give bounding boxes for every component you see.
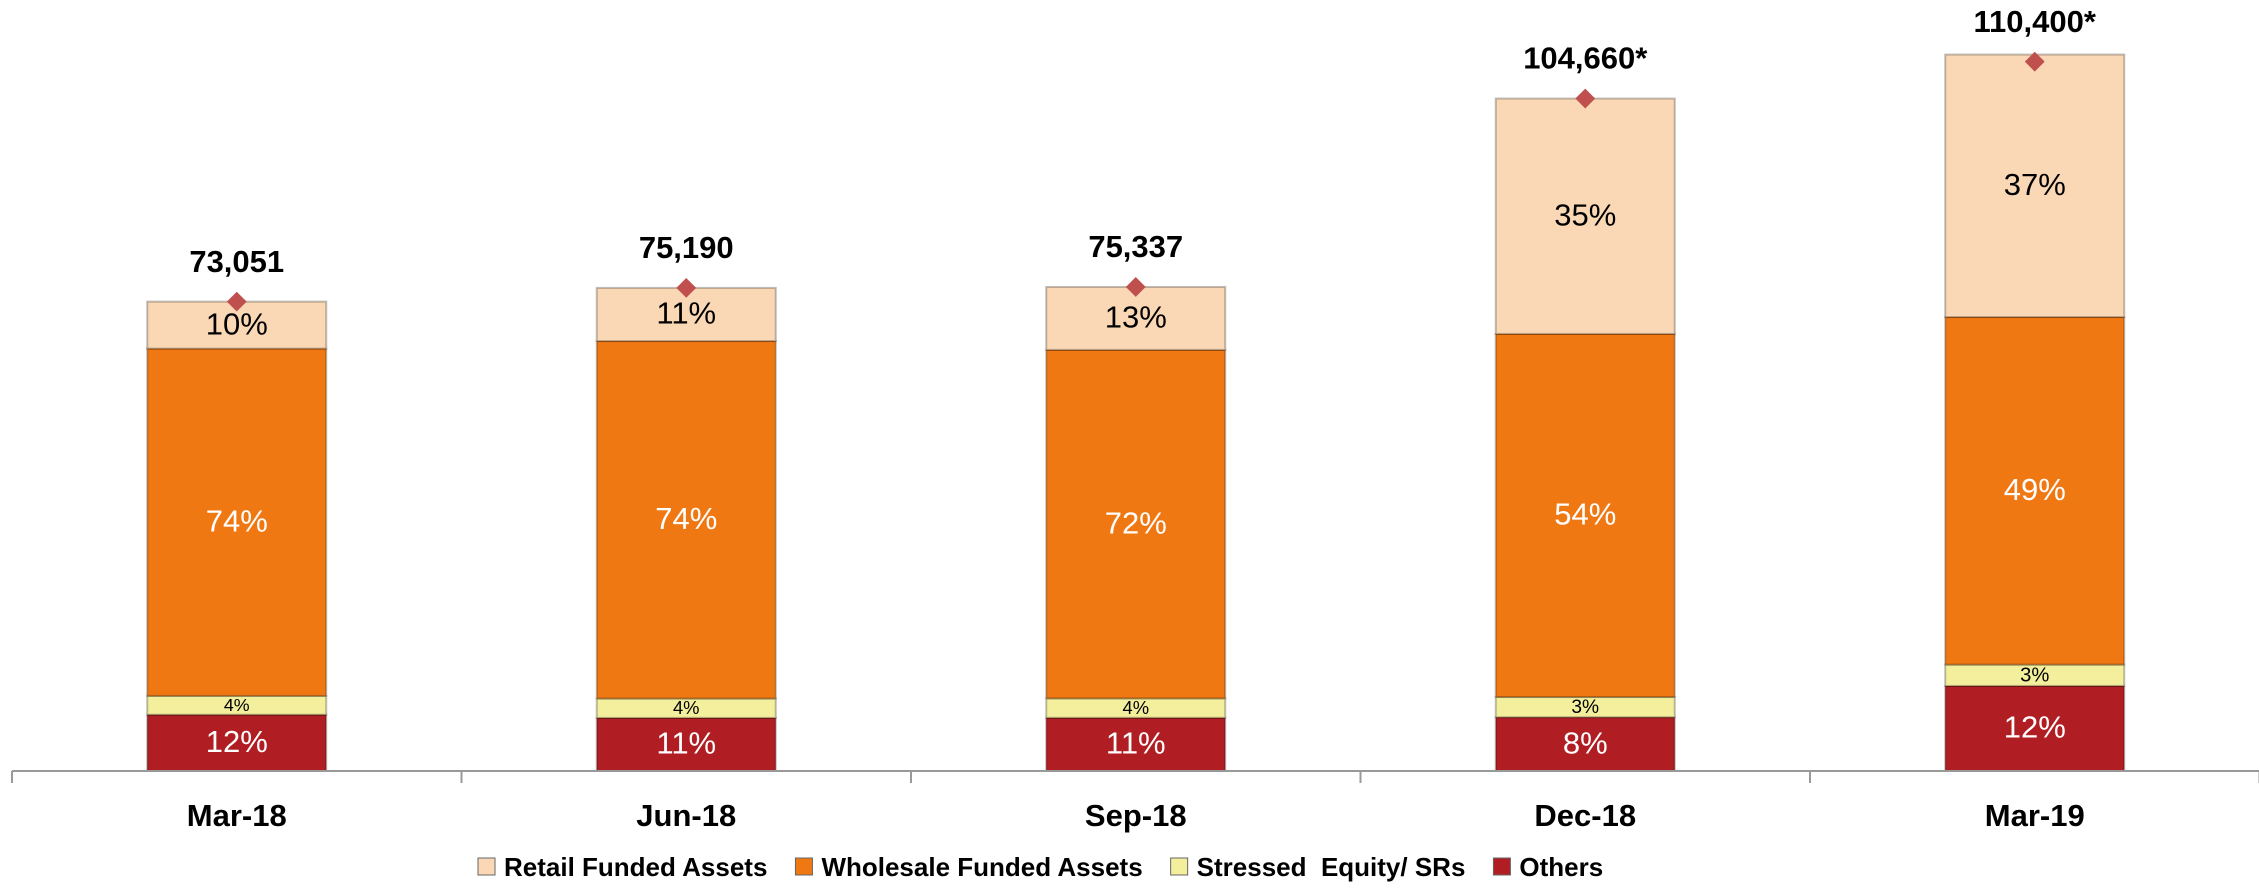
bar-segment xyxy=(1494,97,1676,335)
total-label: 104,660* xyxy=(1523,41,1648,76)
segment-label: 54% xyxy=(1554,497,1616,532)
segment-label: 8% xyxy=(1563,725,1608,760)
segment-label: 4% xyxy=(673,697,700,718)
total-label: 110,400* xyxy=(1974,4,2097,39)
total-marker xyxy=(676,278,697,298)
x-tick-label: Sep-18 xyxy=(1085,798,1187,833)
bar-segment xyxy=(1045,285,1227,351)
segment-label: 49% xyxy=(2004,472,2066,507)
total-label: 73,051 xyxy=(189,244,284,279)
x-tick-label: Mar-18 xyxy=(187,798,287,833)
x-tick-label: Mar-19 xyxy=(1985,798,2085,833)
total-marker xyxy=(226,291,247,312)
bar-segment xyxy=(1045,716,1227,772)
legend-swatch xyxy=(477,857,496,876)
legend-swatch xyxy=(794,857,813,876)
legend-label: Others xyxy=(1519,852,1603,882)
segment-label: 72% xyxy=(1105,505,1167,540)
bar-segment xyxy=(1494,332,1676,699)
segment-label: 10% xyxy=(206,306,268,341)
bar-segment xyxy=(146,713,328,772)
legend-label: Retail Funded Assets xyxy=(504,852,767,882)
segment-label: 37% xyxy=(2004,167,2066,202)
total-label: 75,190 xyxy=(639,230,734,265)
legend-swatch xyxy=(1170,857,1189,876)
segment-label: 74% xyxy=(206,503,268,538)
x-tick-label: Dec-18 xyxy=(1534,798,1636,833)
segment-label: 12% xyxy=(2004,710,2066,745)
total-marker xyxy=(2024,51,2045,72)
segment-label: 4% xyxy=(224,695,250,715)
total-label: 75,337 xyxy=(1088,229,1183,264)
bar-segment xyxy=(1944,316,2126,666)
total-marker xyxy=(1125,277,1146,297)
segment-label: 3% xyxy=(1571,697,1599,718)
segment-label: 13% xyxy=(1105,300,1167,335)
bar-segment xyxy=(1045,348,1227,700)
legend-label: Wholesale Funded Assets xyxy=(821,852,1142,882)
segment-label: 35% xyxy=(1554,197,1616,232)
bar-segment xyxy=(1944,53,2126,319)
segment-label: 74% xyxy=(655,501,717,536)
bar-segment xyxy=(1494,696,1676,719)
bar-segment xyxy=(1494,716,1676,773)
segment-label: 11% xyxy=(656,296,716,331)
total-marker xyxy=(1575,88,1596,109)
legend-label: Stressed Equity/ SRs xyxy=(1197,852,1466,882)
segment-label: 4% xyxy=(1122,697,1149,718)
segment-label: 12% xyxy=(206,724,268,759)
segment-label: 11% xyxy=(1106,726,1166,761)
legend-swatch xyxy=(1492,857,1511,876)
segment-label: 3% xyxy=(2020,665,2049,687)
segment-label: 11% xyxy=(656,726,716,761)
x-tick-label: Jun-18 xyxy=(636,798,736,833)
